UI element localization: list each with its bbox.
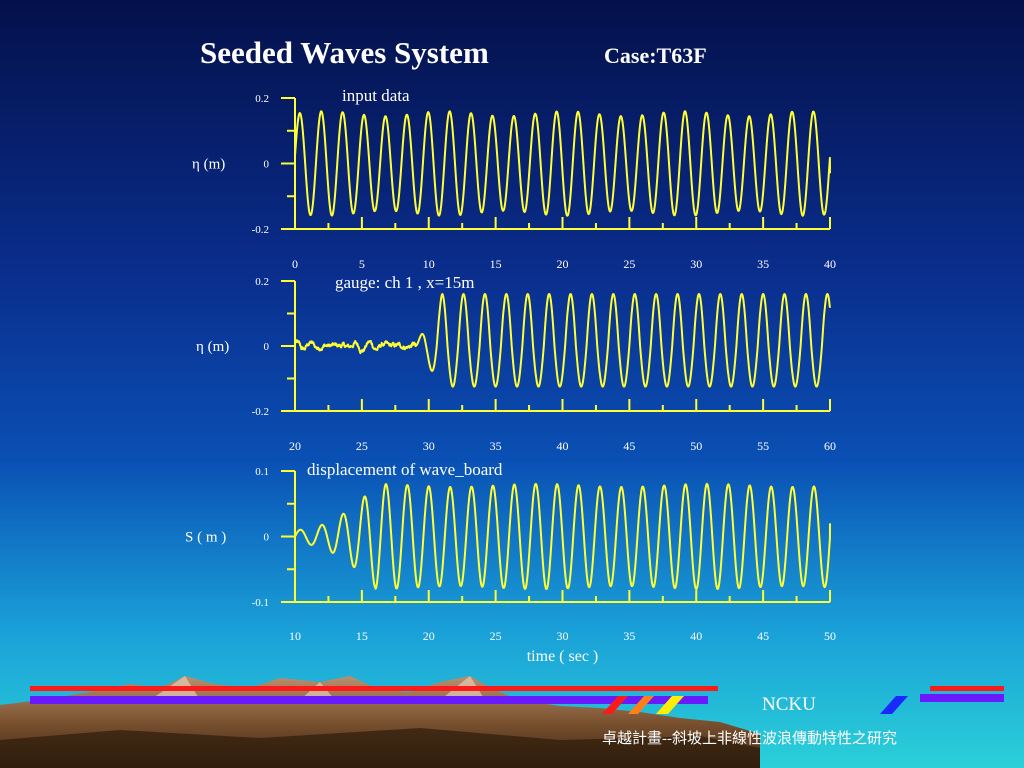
x-tick-label: 35 [757, 257, 769, 271]
x-tick-label: 20 [557, 257, 569, 271]
x-tick-label: 35 [623, 629, 635, 643]
y-tick-label: -0.2 [252, 224, 269, 236]
chart-annotation: gauge: ch 1 , x=15m [335, 273, 474, 292]
chart-annotation: input data [342, 86, 410, 105]
x-tick-label: 30 [557, 629, 569, 643]
x-tick-label: 10 [423, 257, 435, 271]
x-tick-label: 25 [623, 257, 635, 271]
y-tick-label: -0.2 [252, 406, 269, 418]
y-tick-label: 0.2 [255, 93, 269, 105]
series-line [294, 293, 831, 388]
y-axis-label: η (m) [196, 339, 229, 355]
x-axis-label: time ( sec ) [527, 648, 599, 665]
x-tick-label: 35 [490, 439, 502, 453]
x-tick-label: 15 [356, 629, 368, 643]
x-tick-label: 25 [356, 439, 368, 453]
x-tick-label: 45 [623, 439, 635, 453]
x-tick-label: 40 [690, 629, 702, 643]
x-tick-label: 30 [423, 439, 435, 453]
case-label: Case:T63F [604, 43, 707, 68]
x-tick-label: 50 [690, 439, 702, 453]
chart-input-data: -0.2 0 0.2 0 5 10 15 20 25 30 35 40 η (m) input data [192, 86, 836, 271]
x-tick-label: 60 [824, 439, 836, 453]
chart-annotation: displacement of wave_board [307, 460, 503, 479]
footer-project: 卓越計畫--斜坡上非線性波浪傳動特性之研究 [602, 730, 897, 747]
x-tick-label: 15 [490, 257, 502, 271]
decor-stripe-red [602, 696, 628, 714]
chart-wave-board-displacement: -0.1 0 0.1 10 15 20 25 30 35 40 45 50 S ( m ) displac… [185, 460, 836, 665]
decor-red-bar [30, 686, 718, 691]
x-tick-label: 20 [289, 439, 301, 453]
x-tick-label: 55 [757, 439, 769, 453]
y-tick-label: 0.2 [255, 276, 269, 288]
x-tick-label: 50 [824, 629, 836, 643]
x-tick-label: 30 [690, 257, 702, 271]
footer-org: NCKU [762, 694, 816, 715]
x-tick-label: 45 [757, 629, 769, 643]
x-tick-label: 40 [557, 439, 569, 453]
y-tick-label: 0 [264, 532, 270, 544]
x-tick-label: 20 [423, 629, 435, 643]
x-tick-label: 5 [359, 257, 365, 271]
x-tick-label: 0 [292, 257, 298, 271]
y-tick-label: 0 [264, 341, 270, 353]
series-line [294, 110, 831, 217]
y-tick-label: -0.1 [252, 597, 269, 609]
decor-stripe-orange [628, 696, 654, 714]
x-tick-label: 10 [289, 629, 301, 643]
y-tick-label: 0.1 [255, 466, 269, 478]
y-axis-label: η (m) [192, 157, 225, 173]
chart-gauge-ch1: -0.2 0 0.2 20 25 30 35 40 45 50 55 60 η (m) gauge: ch… [196, 273, 836, 453]
decor-stripe-blue [880, 696, 908, 714]
series-line [294, 482, 831, 590]
y-axis-label: S ( m ) [185, 530, 226, 546]
y-tick-label: 0 [264, 159, 270, 171]
decor-right-purple-bar [920, 694, 1004, 702]
decor-purple-bar [30, 696, 708, 704]
x-tick-label: 40 [824, 257, 836, 271]
decor-stripe-yellow [656, 696, 684, 714]
decor-right-red-bar [930, 686, 1004, 691]
slide-title: Seeded Waves System [200, 35, 489, 70]
x-tick-label: 25 [490, 629, 502, 643]
